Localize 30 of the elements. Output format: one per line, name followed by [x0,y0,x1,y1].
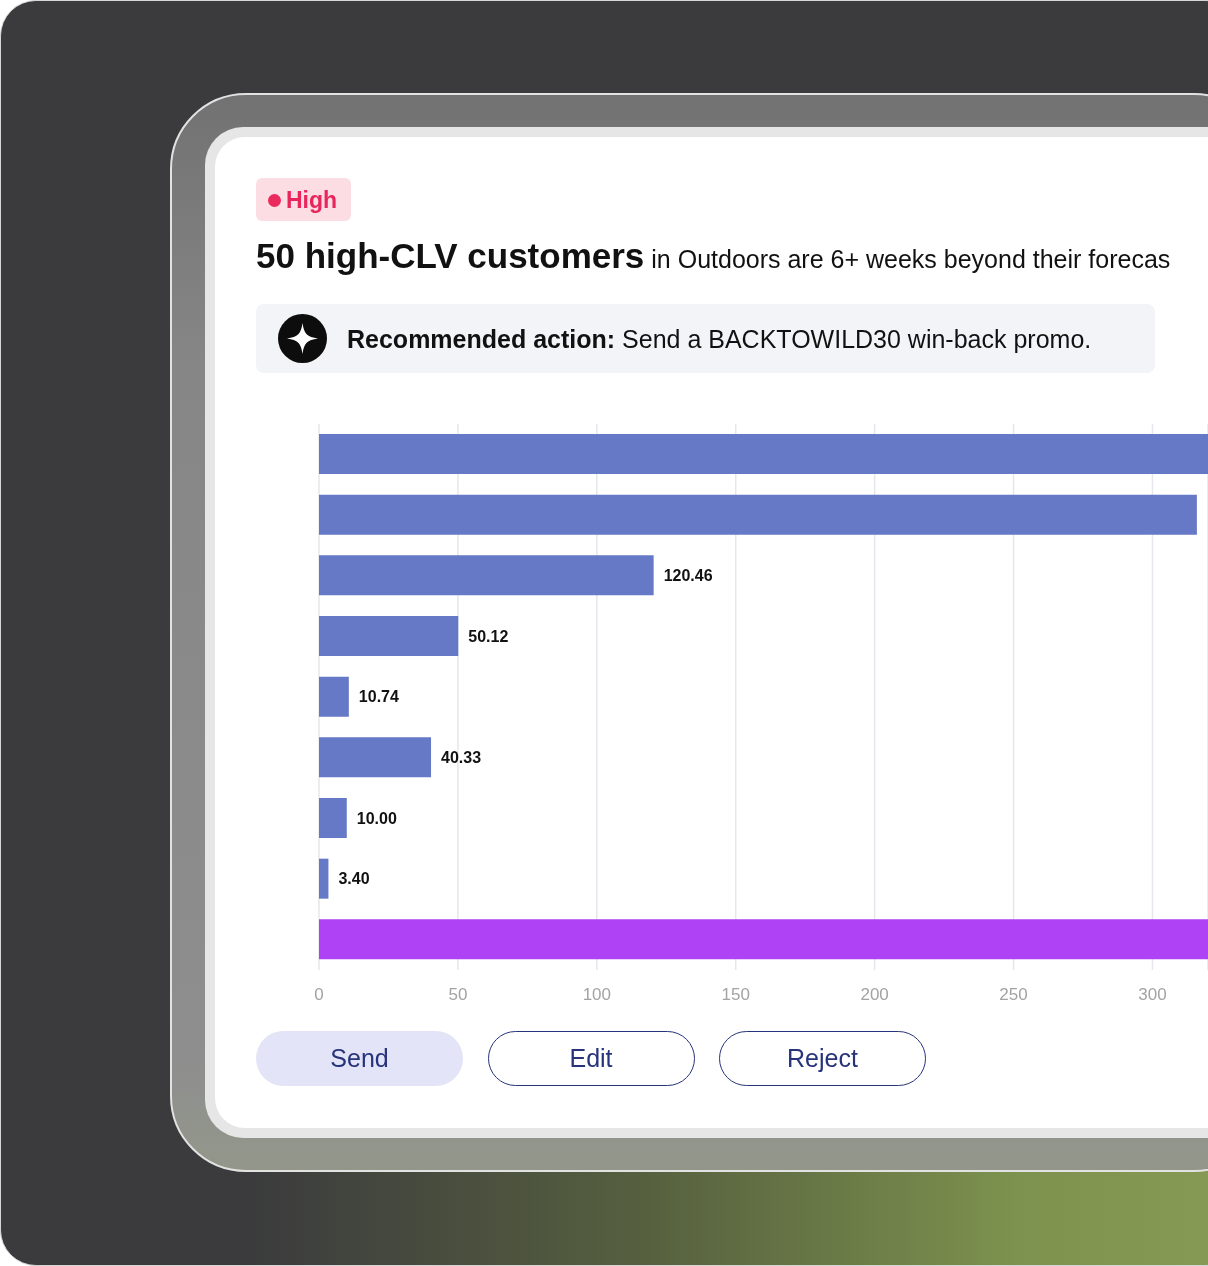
text: High [286,187,338,213]
data-label: 120.46 [663,566,713,584]
text: Send a BACKTOWILD30 win-back promo. [622,325,1092,353]
x-tick-label: 250 [999,985,1028,1005]
data-label: 10.00 [356,809,397,827]
outline-button: Edit [487,1031,695,1086]
data-label: 10.74 [358,688,399,706]
x-tick-label: 100 [582,985,611,1005]
x-tick-label: 200 [860,985,889,1005]
text: Recommended action: [347,325,616,353]
bar [319,676,349,717]
data-label: 3.40 [338,870,370,888]
bar [319,434,1208,474]
x-tick-label: 300 [1138,985,1167,1005]
x-tick-label: 50 [448,985,468,1005]
x-tick-label: 150 [721,985,750,1005]
data-label: 40.33 [441,748,482,766]
bar [319,737,432,778]
bar [319,919,1208,960]
data-label: 50.12 [468,627,509,645]
bar [319,616,459,656]
bar [319,798,347,838]
x-tick-label: 0 [314,985,324,1005]
outline-button: Reject [719,1031,926,1086]
filled-button: Send [256,1031,463,1086]
bar [319,494,1197,535]
bar [319,858,329,899]
chart-title: 50 high-CLV customers [256,236,645,275]
bar [319,555,654,596]
chart-subtitle: in Outdoors are 6+ weeks beyond their forecas [651,245,1171,273]
